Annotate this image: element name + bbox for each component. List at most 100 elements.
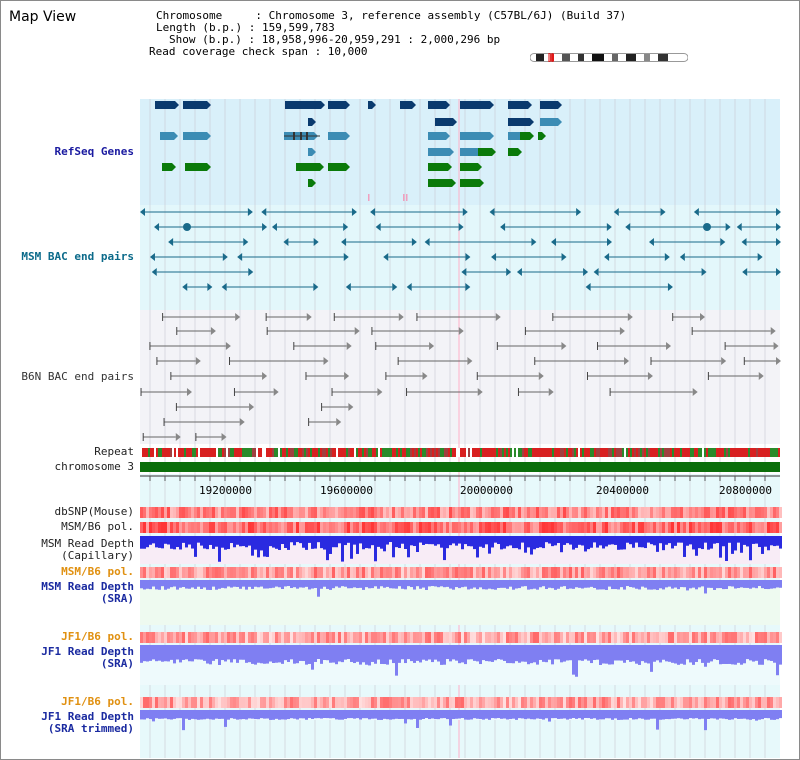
polymorphism-cell — [428, 697, 431, 708]
repeat-cell — [438, 448, 440, 457]
depth-bar — [392, 645, 395, 664]
depth-bar — [686, 536, 689, 546]
polymorphism-cell — [596, 632, 599, 643]
polymorphism-cell — [770, 567, 773, 578]
polymorphism-cell — [392, 522, 395, 533]
depth-bar — [347, 645, 350, 660]
depth-bar — [254, 645, 257, 665]
depth-bar — [377, 645, 380, 660]
polymorphism-cell — [560, 567, 563, 578]
polymorphism-cell — [743, 697, 746, 708]
repeat-cell — [382, 448, 384, 457]
polymorphism-cell — [320, 567, 323, 578]
depth-bar — [476, 710, 479, 719]
msm-bac-end — [375, 223, 381, 231]
depth-bar — [671, 710, 674, 719]
polymorphism-cell — [209, 697, 212, 708]
depth-bar — [434, 580, 437, 587]
depth-bar — [695, 580, 698, 590]
chromosome-ideogram[interactable] — [530, 53, 688, 62]
repeat-cell — [212, 448, 214, 457]
depth-bar — [506, 536, 509, 547]
polymorphism-cell — [299, 697, 302, 708]
polymorphism-cell — [353, 567, 356, 578]
polymorphism-cell — [599, 567, 602, 578]
depth-bar — [482, 710, 485, 720]
polymorphism-cell — [491, 697, 494, 708]
msm-depth-cap-line1: MSM Read Depth — [41, 537, 134, 550]
polymorphism-cell — [725, 507, 728, 518]
repeat-cell — [194, 448, 196, 457]
depth-bar — [326, 710, 329, 719]
msm-bac-end — [462, 208, 468, 216]
depth-bar — [434, 536, 437, 546]
polymorphism-cell — [251, 507, 254, 518]
polymorphism-cell — [644, 567, 647, 578]
depth-bar — [509, 645, 512, 664]
polymorphism-cell — [302, 697, 305, 708]
repeat-cell — [164, 448, 166, 457]
polymorphism-cell — [515, 507, 518, 518]
repeat-cell — [332, 448, 334, 457]
depth-bar — [650, 580, 653, 590]
repeat-cell — [722, 448, 724, 457]
depth-bar — [608, 710, 611, 719]
polymorphism-cell — [431, 522, 434, 533]
gene-block — [185, 163, 207, 171]
polymorphism-cell — [527, 632, 530, 643]
repeat-cell — [610, 448, 612, 457]
polymorphism-cell — [713, 507, 716, 518]
repeat-cell — [682, 448, 684, 457]
polymorphism-cell — [677, 507, 680, 518]
polymorphism-cell — [299, 522, 302, 533]
depth-bar — [530, 580, 533, 590]
depth-bar — [455, 645, 458, 661]
polymorphism-cell — [371, 697, 374, 708]
depth-bar — [755, 536, 758, 544]
depth-bar — [632, 645, 635, 662]
depth-bar — [146, 536, 149, 548]
depth-bar — [560, 645, 563, 663]
polymorphism-cell — [194, 522, 197, 533]
depth-bar — [218, 710, 221, 719]
polymorphism-cell — [149, 697, 152, 708]
polymorphism-cell — [374, 632, 377, 643]
polymorphism-cell — [383, 567, 386, 578]
depth-bar — [674, 580, 677, 588]
depth-bar — [488, 580, 491, 589]
repeat-cell — [496, 448, 498, 457]
polymorphism-cell — [707, 632, 710, 643]
depth-bar — [236, 645, 239, 663]
depth-bar — [269, 536, 272, 547]
polymorphism-cell — [551, 522, 554, 533]
depth-bar — [524, 580, 527, 587]
polymorphism-cell — [629, 507, 632, 518]
polymorphism-cell — [632, 567, 635, 578]
depth-bar — [572, 710, 575, 719]
polymorphism-cell — [461, 522, 464, 533]
polymorphism-cell — [359, 632, 362, 643]
depth-bar — [770, 536, 773, 546]
depth-bar — [752, 645, 755, 662]
depth-bar — [683, 580, 686, 588]
depth-bar — [455, 536, 458, 546]
polymorphism-cell — [218, 697, 221, 708]
polymorphism-cell — [536, 567, 539, 578]
msm-bac-end — [221, 283, 227, 291]
repeat-cell — [712, 448, 714, 457]
depth-bar — [182, 580, 185, 588]
polymorphism-cell — [704, 632, 707, 643]
depth-bar — [773, 645, 776, 663]
polymorphism-cell — [518, 697, 521, 708]
depth-bar — [257, 580, 260, 588]
depth-bar — [611, 536, 614, 545]
depth-bar — [191, 710, 194, 719]
depth-bar — [674, 645, 677, 664]
repeat-cell — [526, 448, 528, 457]
repeat-cell — [380, 448, 382, 457]
depth-bar — [197, 580, 200, 587]
polymorphism-cell — [752, 507, 755, 518]
depth-bar — [461, 580, 464, 588]
depth-bar — [287, 710, 290, 720]
